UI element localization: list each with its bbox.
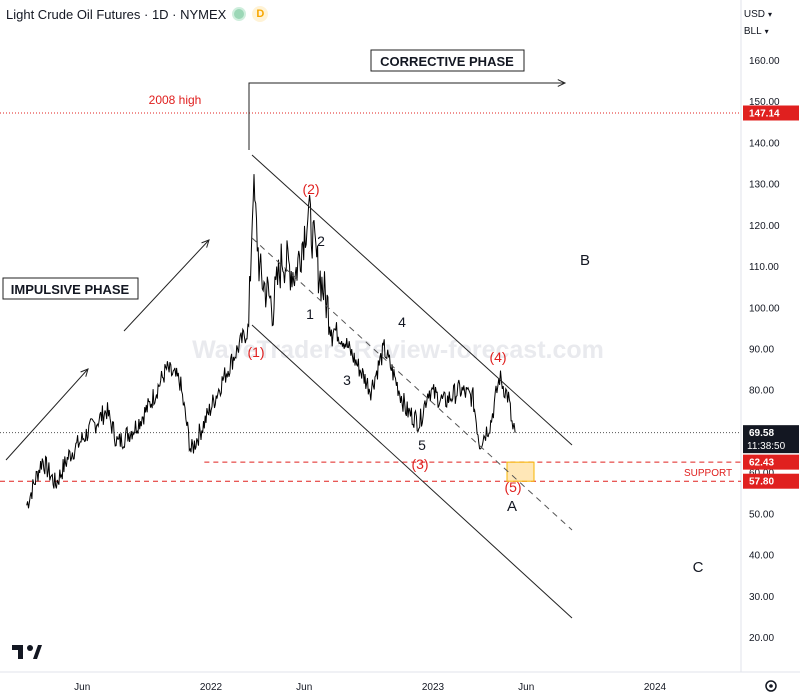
tradingview-logo-icon[interactable]: [12, 645, 23, 659]
impulse-arrow-1-head: [80, 368, 89, 377]
y-tick-label: 50.00: [749, 509, 774, 520]
x-tick-label: Jun: [74, 682, 90, 693]
wave-label-black: 3: [343, 372, 351, 388]
status-badge: D: [252, 6, 269, 22]
impulse-arrow-2: [123, 239, 210, 332]
currency-label: USD: [743, 9, 765, 20]
abc-label: C: [693, 559, 704, 576]
impulse-arrow-1: [5, 368, 89, 461]
wave-label-red: (3): [411, 456, 428, 472]
gear-icon-center: [769, 684, 773, 688]
wave-label-black: 1: [306, 306, 314, 322]
x-tick-label: 2024: [644, 682, 667, 693]
price-tag: [743, 473, 799, 489]
abc-label: A: [507, 498, 517, 515]
y-tick-label: 80.00: [749, 386, 774, 397]
channel-upper-line: [251, 154, 573, 446]
y-tick-label: 100.00: [749, 303, 780, 314]
price-tag: [743, 105, 799, 121]
wave-label-black: 2: [317, 233, 325, 249]
wave-label-red: (2): [302, 181, 319, 197]
price-series-line: [26, 174, 516, 509]
y-tick-label: 60.00: [749, 468, 774, 479]
y-tick-label: 30.00: [749, 592, 774, 603]
y-tick-label: 120.00: [749, 221, 780, 232]
chevron-down-icon: ▾: [767, 10, 772, 19]
price-tag: [743, 454, 799, 470]
corrective-phase-box: [370, 49, 525, 72]
unit-label: BLL: [743, 26, 762, 37]
x-tick-label: 2022: [200, 682, 223, 693]
price-tag-value: 57.80: [749, 477, 774, 488]
tradingview-logo-slash: [33, 645, 42, 659]
y-tick-label: 130.00: [749, 180, 780, 191]
wave-label-red: (4): [489, 349, 506, 365]
x-tick-label: Jun: [518, 682, 534, 693]
price-tag: [743, 425, 799, 454]
y-tick-label: 20.00: [749, 633, 774, 644]
wave-label-black: 4: [398, 314, 406, 330]
wave-label-red: (5): [504, 479, 521, 495]
y-tick-label: 150.00: [749, 97, 780, 108]
y-tick-label: 110.00: [749, 262, 779, 273]
impulsive-phase-box: [2, 277, 139, 300]
y-tick-label: 160.00: [749, 56, 780, 67]
gear-icon[interactable]: [765, 680, 777, 692]
x-tick-label: Jun: [296, 682, 312, 693]
market-status-dot: [232, 7, 247, 21]
watermark-text: WaveTraders Review-forecast.com: [192, 336, 604, 364]
corrective-bracket: [248, 82, 565, 150]
price-tag-value: 69.58: [749, 428, 774, 439]
channel-mid-line: [251, 237, 573, 531]
x-tick-label: 2023: [422, 682, 445, 693]
y-tick-label: 140.00: [749, 138, 780, 149]
tradingview-logo-dot: [27, 645, 33, 651]
abc-label: B: [580, 252, 590, 269]
symbol-title: Light Crude Oil Futures · 1D · NYMEX: [6, 6, 227, 22]
currency-selector[interactable]: USD ▾ BLL ▾: [744, 6, 772, 40]
price-tag-value: 62.43: [749, 458, 774, 469]
wave-label-black: 5: [418, 437, 426, 453]
y-tick-label: 90.00: [749, 345, 774, 356]
high-2008-label: 2008 high: [149, 93, 202, 107]
channel-lower-line: [251, 324, 573, 619]
y-tick-label: 40.00: [749, 551, 774, 562]
support-label: SUPPORT: [684, 468, 732, 479]
price-tag-value: 147.14: [749, 109, 780, 120]
price-tag-countdown: 11:38:50: [747, 441, 786, 452]
chart-header: Light Crude Oil Futures · 1D · NYMEX D: [6, 6, 269, 22]
wave-label-red: (1): [247, 344, 264, 360]
corrective-arrow-head: [557, 79, 567, 87]
impulse-arrow-2-head: [201, 239, 210, 248]
corrective-phase-label: CORRECTIVE PHASE: [380, 54, 514, 69]
chevron-down-icon: ▾: [764, 27, 769, 36]
impulsive-phase-label: IMPULSIVE PHASE: [11, 282, 130, 297]
